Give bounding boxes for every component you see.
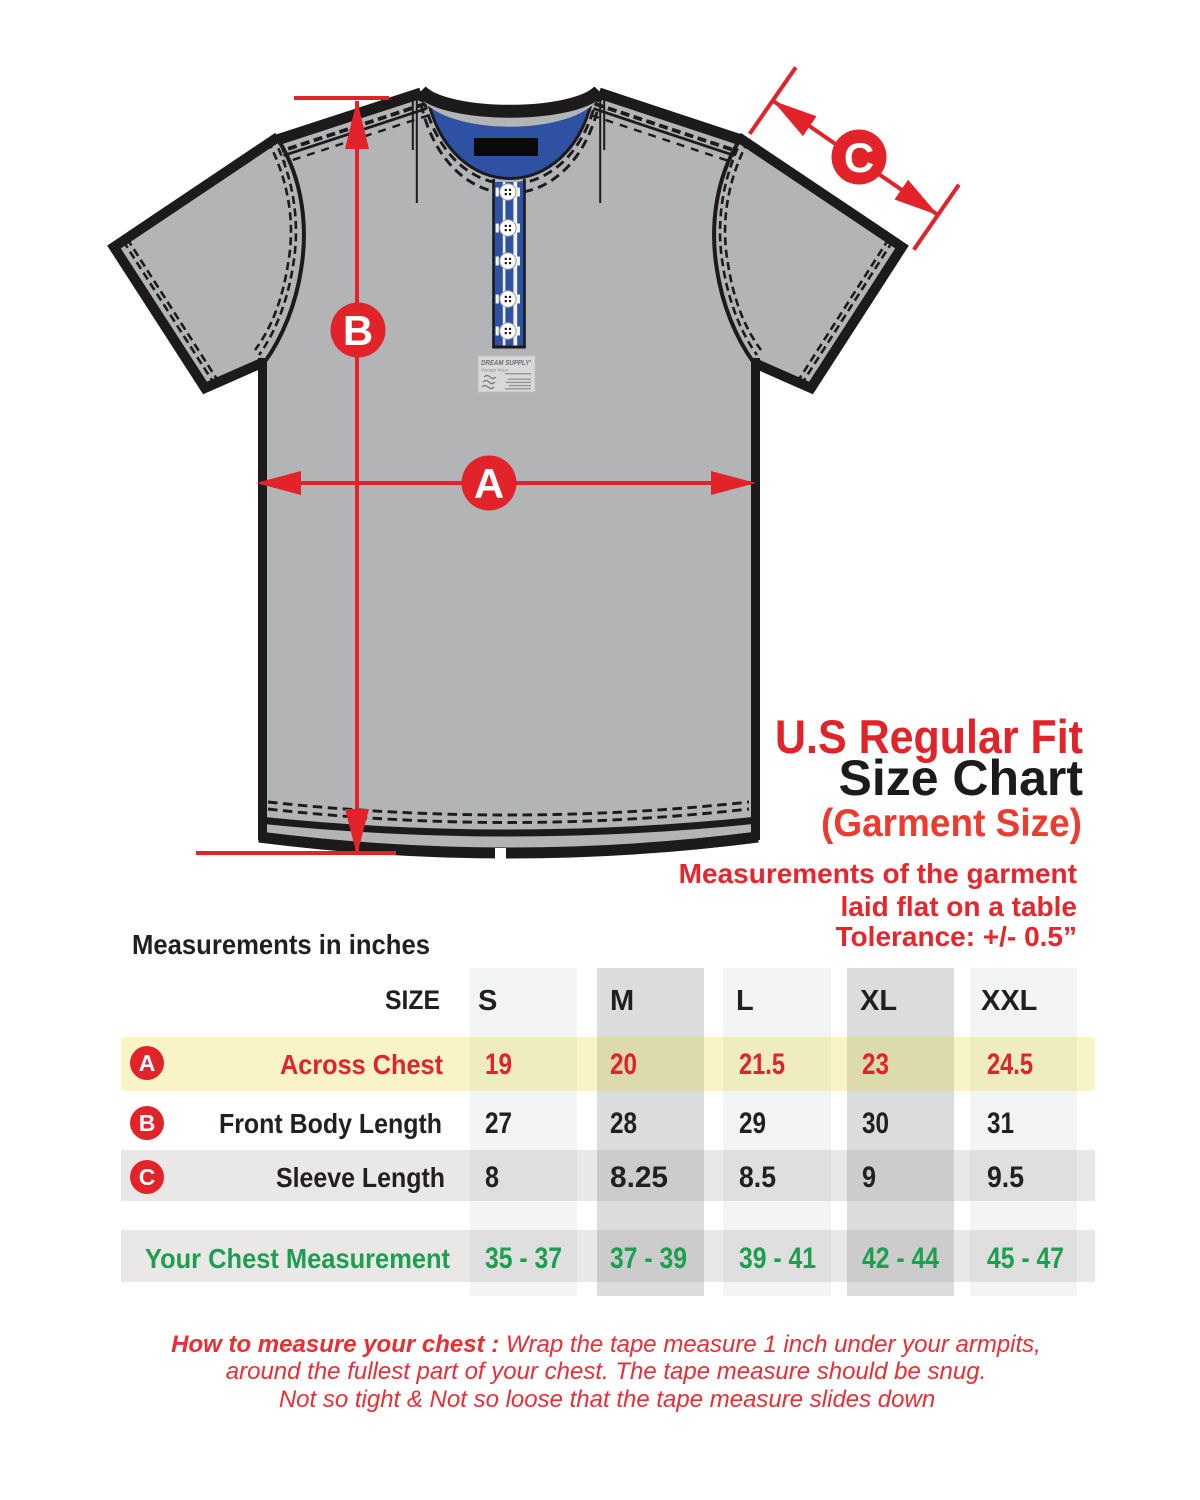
svg-text:20: 20 [610,1048,637,1081]
svg-text:C: C [139,1164,156,1190]
svg-text:31: 31 [987,1107,1014,1140]
svg-text:8: 8 [485,1161,499,1194]
svg-text:Sleeve Length: Sleeve Length [276,1162,445,1193]
svg-text:M: M [610,985,634,1017]
svg-text:23: 23 [862,1048,889,1081]
svg-text:21.5: 21.5 [739,1048,785,1081]
svg-text:How to measure your chest : Wr: How to measure your chest : Wrap the tap… [171,1331,1041,1358]
svg-text:A: A [474,460,504,507]
svg-text:Your Chest Measurement: Your Chest Measurement [145,1243,450,1274]
svg-text:S: S [478,985,497,1017]
svg-text:B: B [343,307,373,354]
svg-text:Front Body Length: Front Body Length [219,1108,442,1139]
svg-text:laid flat on a table: laid flat on a table [841,891,1077,922]
svg-text:Measurements in inches: Measurements in inches [132,929,430,960]
svg-text:27: 27 [485,1107,512,1140]
svg-text:8.5: 8.5 [739,1161,776,1194]
svg-text:Not so tight & Not so loose th: Not so tight & Not so loose that the tap… [279,1386,935,1413]
svg-text:19: 19 [485,1048,512,1081]
svg-text:(Garment Size): (Garment Size) [821,802,1082,845]
svg-text:Size Chart: Size Chart [838,750,1083,806]
svg-text:C: C [844,134,874,181]
svg-text:8.25: 8.25 [610,1161,668,1194]
svg-text:U.S Regular Fit: U.S Regular Fit [775,710,1083,763]
svg-text:42 - 44: 42 - 44 [862,1242,939,1275]
svg-text:29: 29 [739,1107,766,1140]
svg-text:28: 28 [610,1107,637,1140]
svg-text:around the fullest part of you: around the fullest part of your chest. T… [226,1358,986,1385]
svg-text:37 - 39: 37 - 39 [610,1242,687,1275]
svg-text:45 - 47: 45 - 47 [987,1242,1064,1275]
svg-text:L: L [736,985,754,1017]
svg-text:39 - 41: 39 - 41 [739,1242,816,1275]
svg-text:30: 30 [862,1107,889,1140]
svg-text:XL: XL [860,985,897,1017]
svg-text:24.5: 24.5 [987,1048,1033,1081]
svg-text:35 - 37: 35 - 37 [485,1242,562,1275]
svg-text:XXL: XXL [981,985,1037,1017]
svg-text:SIZE: SIZE [385,985,440,1015]
svg-text:9.5: 9.5 [987,1161,1024,1194]
svg-text:Across Chest: Across Chest [280,1049,443,1080]
svg-text:9: 9 [862,1161,876,1194]
svg-text:DREAM SUPPLY’: DREAM SUPPLY’ [481,358,532,367]
svg-text:Tolerance: +/- 0.5”: Tolerance: +/- 0.5” [836,921,1077,952]
svg-text:Vintage Wear: Vintage Wear [481,368,509,373]
svg-text:A: A [139,1050,156,1076]
svg-text:B: B [139,1110,156,1136]
svg-text:Measurements of the garment: Measurements of the garment [679,858,1077,889]
